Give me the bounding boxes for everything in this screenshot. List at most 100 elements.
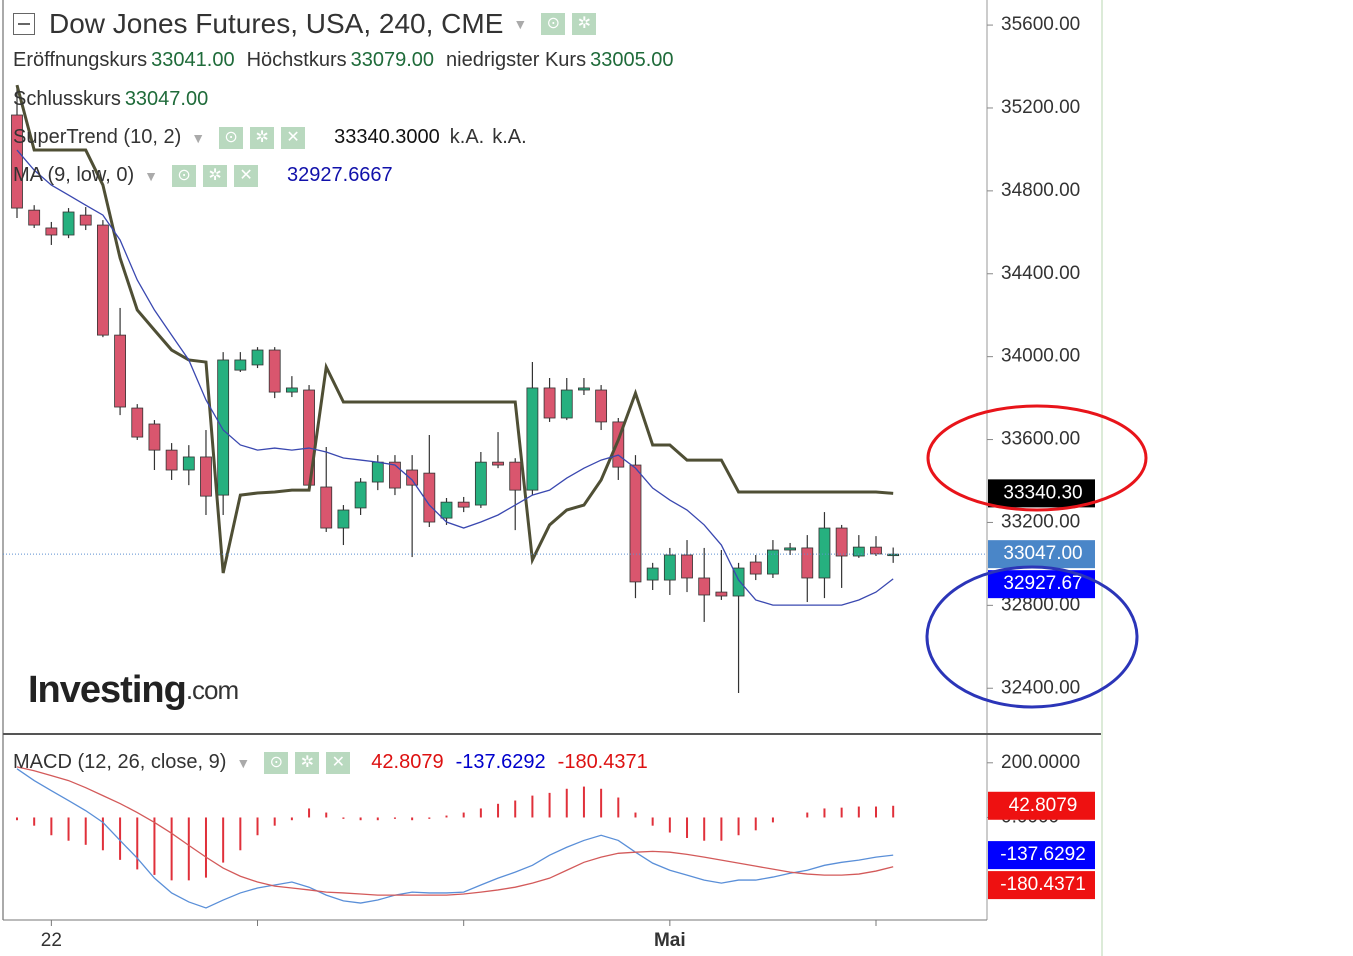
candle-body — [114, 334, 126, 408]
dropdown[interactable]: ▼ — [236, 754, 251, 771]
info-label: niedrigster Kurs — [446, 49, 587, 71]
axis-value-label-box — [988, 791, 1095, 820]
candle-body — [337, 509, 350, 529]
candle-body — [28, 209, 41, 226]
settings-icon[interactable]: ✲ — [572, 13, 597, 35]
indicator-line — [16, 149, 894, 606]
macd-line — [16, 766, 894, 896]
y-tick-label: 32800.00 — [1001, 594, 1080, 615]
watermark-text: Investing — [28, 669, 186, 711]
remove-icon[interactable]: ✕ — [326, 751, 351, 774]
legend-value: -137.6292 — [455, 751, 546, 773]
candle-body — [526, 387, 539, 491]
candle-body — [749, 561, 762, 575]
axis-value-label: 42.8079 — [1009, 795, 1078, 816]
annotation-ellipse — [925, 565, 1139, 709]
title-row: Dow Jones Futures, USA, 240, CME ▼ ⊙ ✲ — [13, 8, 603, 40]
info-label: Schlusskurs — [13, 88, 121, 110]
legend-value: 32927.6667 — [287, 164, 393, 186]
legend-value: 33340.3000 — [334, 126, 440, 148]
legend-extra: k.A. — [492, 126, 527, 148]
y-tick-label: 32400.00 — [1001, 677, 1080, 698]
candle-body — [509, 461, 522, 491]
x-tick-label: 22 — [41, 930, 62, 951]
macd-title: MACD (12, 26, close, 9) — [13, 751, 227, 773]
ohlc-row: Eröffnungskurs 33041.00 Höchstkurs 33079.0… — [13, 49, 686, 72]
legend-value: 42.8079 — [371, 751, 444, 773]
annotation-ellipse — [926, 404, 1148, 512]
candle-body — [887, 553, 900, 557]
candle-body — [440, 501, 453, 519]
candle-body — [11, 114, 23, 209]
settings-icon[interactable]: ⊙ — [541, 13, 566, 35]
watermark-suffix: .com — [186, 675, 238, 705]
candle-body — [217, 359, 230, 496]
dropdown[interactable]: ▼ — [191, 129, 206, 146]
settings-icon[interactable]: ⊙ — [219, 126, 244, 149]
candle-body — [543, 387, 556, 419]
candle-body — [629, 464, 642, 583]
candle-body — [612, 421, 625, 468]
axis-value-label-box — [988, 540, 1095, 569]
axis-value-label-box — [988, 841, 1095, 870]
candle-body — [835, 527, 848, 557]
collapse-icon[interactable] — [13, 13, 35, 35]
supertrend-row: SuperTrend (10, 2) ▼ ⊙ ✲ ✕ 33340.3000 k.A.… — [13, 126, 527, 149]
legend-extra: k.A. — [449, 126, 485, 148]
candle-body — [251, 349, 264, 366]
settings-icon[interactable]: ⊙ — [172, 164, 197, 187]
watermark: Investing.com — [28, 669, 238, 711]
dropdown[interactable]: ▼ — [513, 16, 528, 32]
candle-body — [285, 387, 298, 393]
candle-body — [457, 501, 470, 508]
candle-body — [595, 389, 608, 423]
y-tick-label: 34800.00 — [1001, 180, 1080, 201]
remove-icon[interactable]: ✕ — [281, 126, 306, 149]
candle-body — [578, 387, 590, 391]
candle-body — [268, 349, 281, 393]
candle-body — [870, 546, 882, 555]
candle-body — [715, 591, 728, 597]
candle-body — [131, 407, 144, 438]
settings-icon[interactable]: ✲ — [203, 164, 228, 187]
candle-body — [182, 456, 195, 471]
legend-name: SuperTrend (10, 2) — [13, 126, 182, 148]
axis-value-label-box — [988, 479, 1095, 508]
settings-icon[interactable]: ⊙ — [264, 751, 289, 774]
candle-body — [371, 461, 384, 483]
ma-row: MA (9, low, 0) ▼ ⊙ ✲ ✕ 32927.6667 — [13, 164, 393, 187]
settings-icon[interactable]: ✲ — [250, 126, 275, 149]
y-tick-label: 200.0000 — [1001, 752, 1080, 773]
axis-value-label: 33340.30 — [1003, 482, 1082, 503]
candle-body — [165, 449, 178, 471]
dropdown[interactable]: ▼ — [144, 167, 159, 184]
axis-value-label: -180.4371 — [1000, 874, 1086, 895]
candle-body — [732, 567, 745, 597]
settings-icon[interactable]: ✲ — [295, 751, 320, 774]
candle-body — [646, 567, 659, 581]
x-tick-label: Mai — [654, 930, 686, 951]
legend-name: MA (9, low, 0) — [13, 164, 135, 186]
candle-body — [97, 224, 109, 336]
remove-icon[interactable]: ✕ — [234, 164, 259, 187]
candle-body — [681, 554, 693, 579]
chart-title: Dow Jones Futures, USA, 240, CME — [49, 8, 504, 39]
candle-body — [320, 486, 333, 529]
y-tick-label: 35200.00 — [1001, 97, 1080, 118]
info-value: 33079.00 — [350, 49, 435, 71]
candle-body — [234, 359, 247, 371]
candle-body — [79, 214, 92, 226]
candle-body — [62, 211, 75, 236]
candle-body — [354, 481, 367, 509]
axis-value-label-box — [988, 871, 1095, 900]
candle-body — [200, 456, 212, 497]
y-tick-label: 34400.00 — [1001, 263, 1080, 284]
candle-body — [818, 527, 831, 579]
info-value: 33005.00 — [590, 49, 674, 71]
candle-body — [148, 423, 161, 451]
info-value: 33047.00 — [124, 88, 209, 110]
axis-value-label: 33047.00 — [1003, 543, 1082, 564]
candle-body — [406, 469, 419, 486]
candle-body — [492, 461, 504, 466]
